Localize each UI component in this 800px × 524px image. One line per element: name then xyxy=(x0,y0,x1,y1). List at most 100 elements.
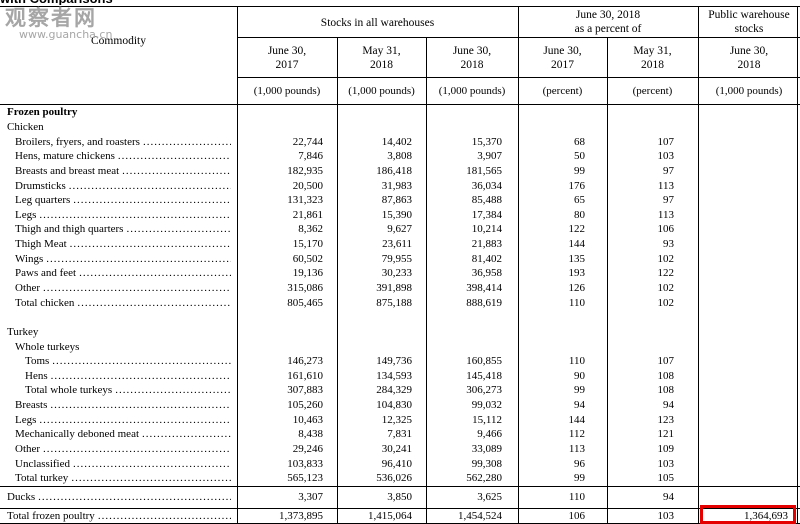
table-row: Breasts.................................… xyxy=(0,398,800,413)
value-cell: 109 xyxy=(657,443,675,456)
value-cell: 97 xyxy=(663,194,674,207)
value-cell: 36,034 xyxy=(471,179,502,192)
value-cell: 1,364,693 xyxy=(744,509,788,522)
value-cell: 15,112 xyxy=(472,413,502,426)
value-cell: 888,619 xyxy=(466,296,502,309)
value-cell: 65 xyxy=(574,194,585,207)
value-cell: 107 xyxy=(657,355,675,368)
value-cell: 10,463 xyxy=(292,413,323,426)
value-cell: 105 xyxy=(657,472,675,485)
value-cell: 94 xyxy=(663,491,674,503)
commodity-label: Breasts and breast meat xyxy=(15,164,120,177)
col-unit-2: (1,000 pounds) xyxy=(348,85,415,97)
dot-leader: ........................................… xyxy=(72,457,231,470)
value-cell: 536,026 xyxy=(376,472,412,485)
value-cell: 103 xyxy=(657,457,675,470)
value-cell: 110 xyxy=(568,491,585,503)
commodity-label: Mechanically deboned meat xyxy=(15,428,140,441)
value-cell: 398,414 xyxy=(466,282,502,294)
group-header-percent: June 30, 2018 as a percent of xyxy=(518,8,698,36)
value-cell: 134,593 xyxy=(376,369,412,382)
value-cell: 10,214 xyxy=(471,223,502,236)
dot-leader: ........................................… xyxy=(69,238,231,251)
col-header-date-4: June 30, 2017 xyxy=(518,44,607,72)
dot-leader: ........................................… xyxy=(77,296,231,309)
value-cell: 8,362 xyxy=(298,223,323,236)
commodity-label: Wings xyxy=(15,252,44,265)
date-line: 2018 xyxy=(460,59,484,71)
table-body: Frozen poultry Chicken Broilers, fryers, a… xyxy=(0,105,800,486)
rule-after-stocks xyxy=(518,6,519,524)
rule-under-units xyxy=(0,104,800,105)
value-cell: 7,846 xyxy=(298,150,323,163)
group-header-line: as a percent of xyxy=(574,23,642,35)
dot-leader: ........................................… xyxy=(115,384,231,397)
col-header-date-2: May 31, 2018 xyxy=(337,44,426,72)
group-header-line: June 30, 2018 xyxy=(575,9,641,21)
table-row: Thigh and thigh quarters................… xyxy=(0,222,800,237)
value-cell: 15,390 xyxy=(381,208,412,221)
value-cell: 94 xyxy=(574,399,585,412)
table-row: Legs....................................… xyxy=(0,412,800,427)
date-line: June 30, xyxy=(452,45,492,57)
value-cell: 1,373,895 xyxy=(279,509,323,522)
value-cell: 1,415,064 xyxy=(368,509,412,522)
date-line: 2017 xyxy=(551,59,574,71)
table-row: Breasts and breast meat.................… xyxy=(0,164,800,179)
table-row: Whole turkeys xyxy=(0,339,800,354)
date-line: June 30, xyxy=(729,45,769,57)
commodity-label: Legs xyxy=(15,413,37,426)
value-cell: 30,241 xyxy=(381,443,412,456)
value-cell: 176 xyxy=(568,179,586,192)
value-cell: 33,089 xyxy=(471,443,502,456)
value-cell: 104,830 xyxy=(376,399,412,412)
value-cell: 110 xyxy=(568,296,585,309)
table-row: Other...................................… xyxy=(0,281,800,296)
rule-stocks-col2 xyxy=(426,37,427,524)
table-row: Toms....................................… xyxy=(0,354,800,369)
col-header-date-1: June 30, 2017 xyxy=(237,44,337,72)
value-cell: 875,188 xyxy=(376,296,412,309)
table-row: Total whole turkeys.....................… xyxy=(0,383,800,398)
value-cell: 99 xyxy=(574,472,585,485)
table-row: Wings...................................… xyxy=(0,251,800,266)
value-cell: 144 xyxy=(568,413,586,426)
value-cell: 106 xyxy=(657,223,675,236)
dot-leader: ........................................… xyxy=(39,413,231,426)
value-cell: 106 xyxy=(568,509,586,522)
commodity-column-header: Commodity xyxy=(91,35,146,47)
date-line: 2017 xyxy=(275,59,299,71)
value-cell: 15,170 xyxy=(292,238,323,251)
commodity-label: Frozen poultry xyxy=(7,106,78,119)
commodity-label: Thigh and thigh quarters xyxy=(15,223,124,236)
value-cell: 181,565 xyxy=(466,164,502,177)
dot-leader: ........................................… xyxy=(122,164,231,177)
commodity-label: Other xyxy=(15,282,41,294)
value-cell: 99,308 xyxy=(471,457,502,470)
date-line: 2018 xyxy=(737,59,761,71)
value-cell: 102 xyxy=(657,296,675,309)
group-header-public: Public warehouse stocks xyxy=(698,8,800,36)
table-row: Thigh Meat..............................… xyxy=(0,237,800,252)
dot-leader: ........................................… xyxy=(46,252,231,265)
clipped-title-fragment: with Comparisons xyxy=(0,0,240,5)
group-header-line: Public warehouse xyxy=(708,9,790,21)
rule-above-total xyxy=(0,508,800,509)
value-cell: 31,983 xyxy=(381,179,412,192)
value-cell: 14,402 xyxy=(381,135,412,148)
date-line: June 30, xyxy=(543,45,582,57)
dot-leader: ........................................… xyxy=(50,399,231,412)
commodity-label: Total chicken xyxy=(15,296,75,309)
date-line: May 31, xyxy=(362,45,401,57)
commodity-label: Whole turkeys xyxy=(15,340,80,353)
table-row: Unclassified............................… xyxy=(0,456,800,471)
commodity-label: Breasts xyxy=(15,399,48,412)
col-header-date-5: May 31, 2018 xyxy=(607,44,698,72)
value-cell: 105,260 xyxy=(287,399,323,412)
commodity-label: Chicken xyxy=(7,120,44,133)
value-cell: 103 xyxy=(657,509,675,522)
value-cell: 131,323 xyxy=(287,194,323,207)
value-cell: 110 xyxy=(568,355,585,368)
value-cell: 149,736 xyxy=(376,355,412,368)
value-cell: 79,955 xyxy=(381,252,412,265)
